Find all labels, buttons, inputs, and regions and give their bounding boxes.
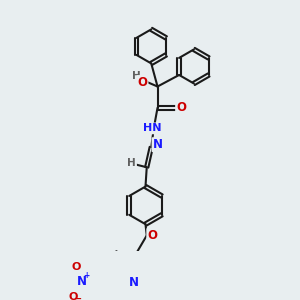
Text: O: O xyxy=(69,292,78,300)
Text: −: − xyxy=(74,294,83,300)
Text: H: H xyxy=(132,71,141,82)
Text: +: + xyxy=(83,271,90,280)
Text: O: O xyxy=(137,76,148,89)
Text: HN: HN xyxy=(143,123,162,134)
Text: N: N xyxy=(129,276,139,289)
Text: N: N xyxy=(77,275,87,288)
Text: O: O xyxy=(72,262,81,272)
Text: N: N xyxy=(152,138,163,151)
Text: O: O xyxy=(176,101,186,114)
Text: H: H xyxy=(127,158,136,168)
Text: O: O xyxy=(147,229,157,242)
